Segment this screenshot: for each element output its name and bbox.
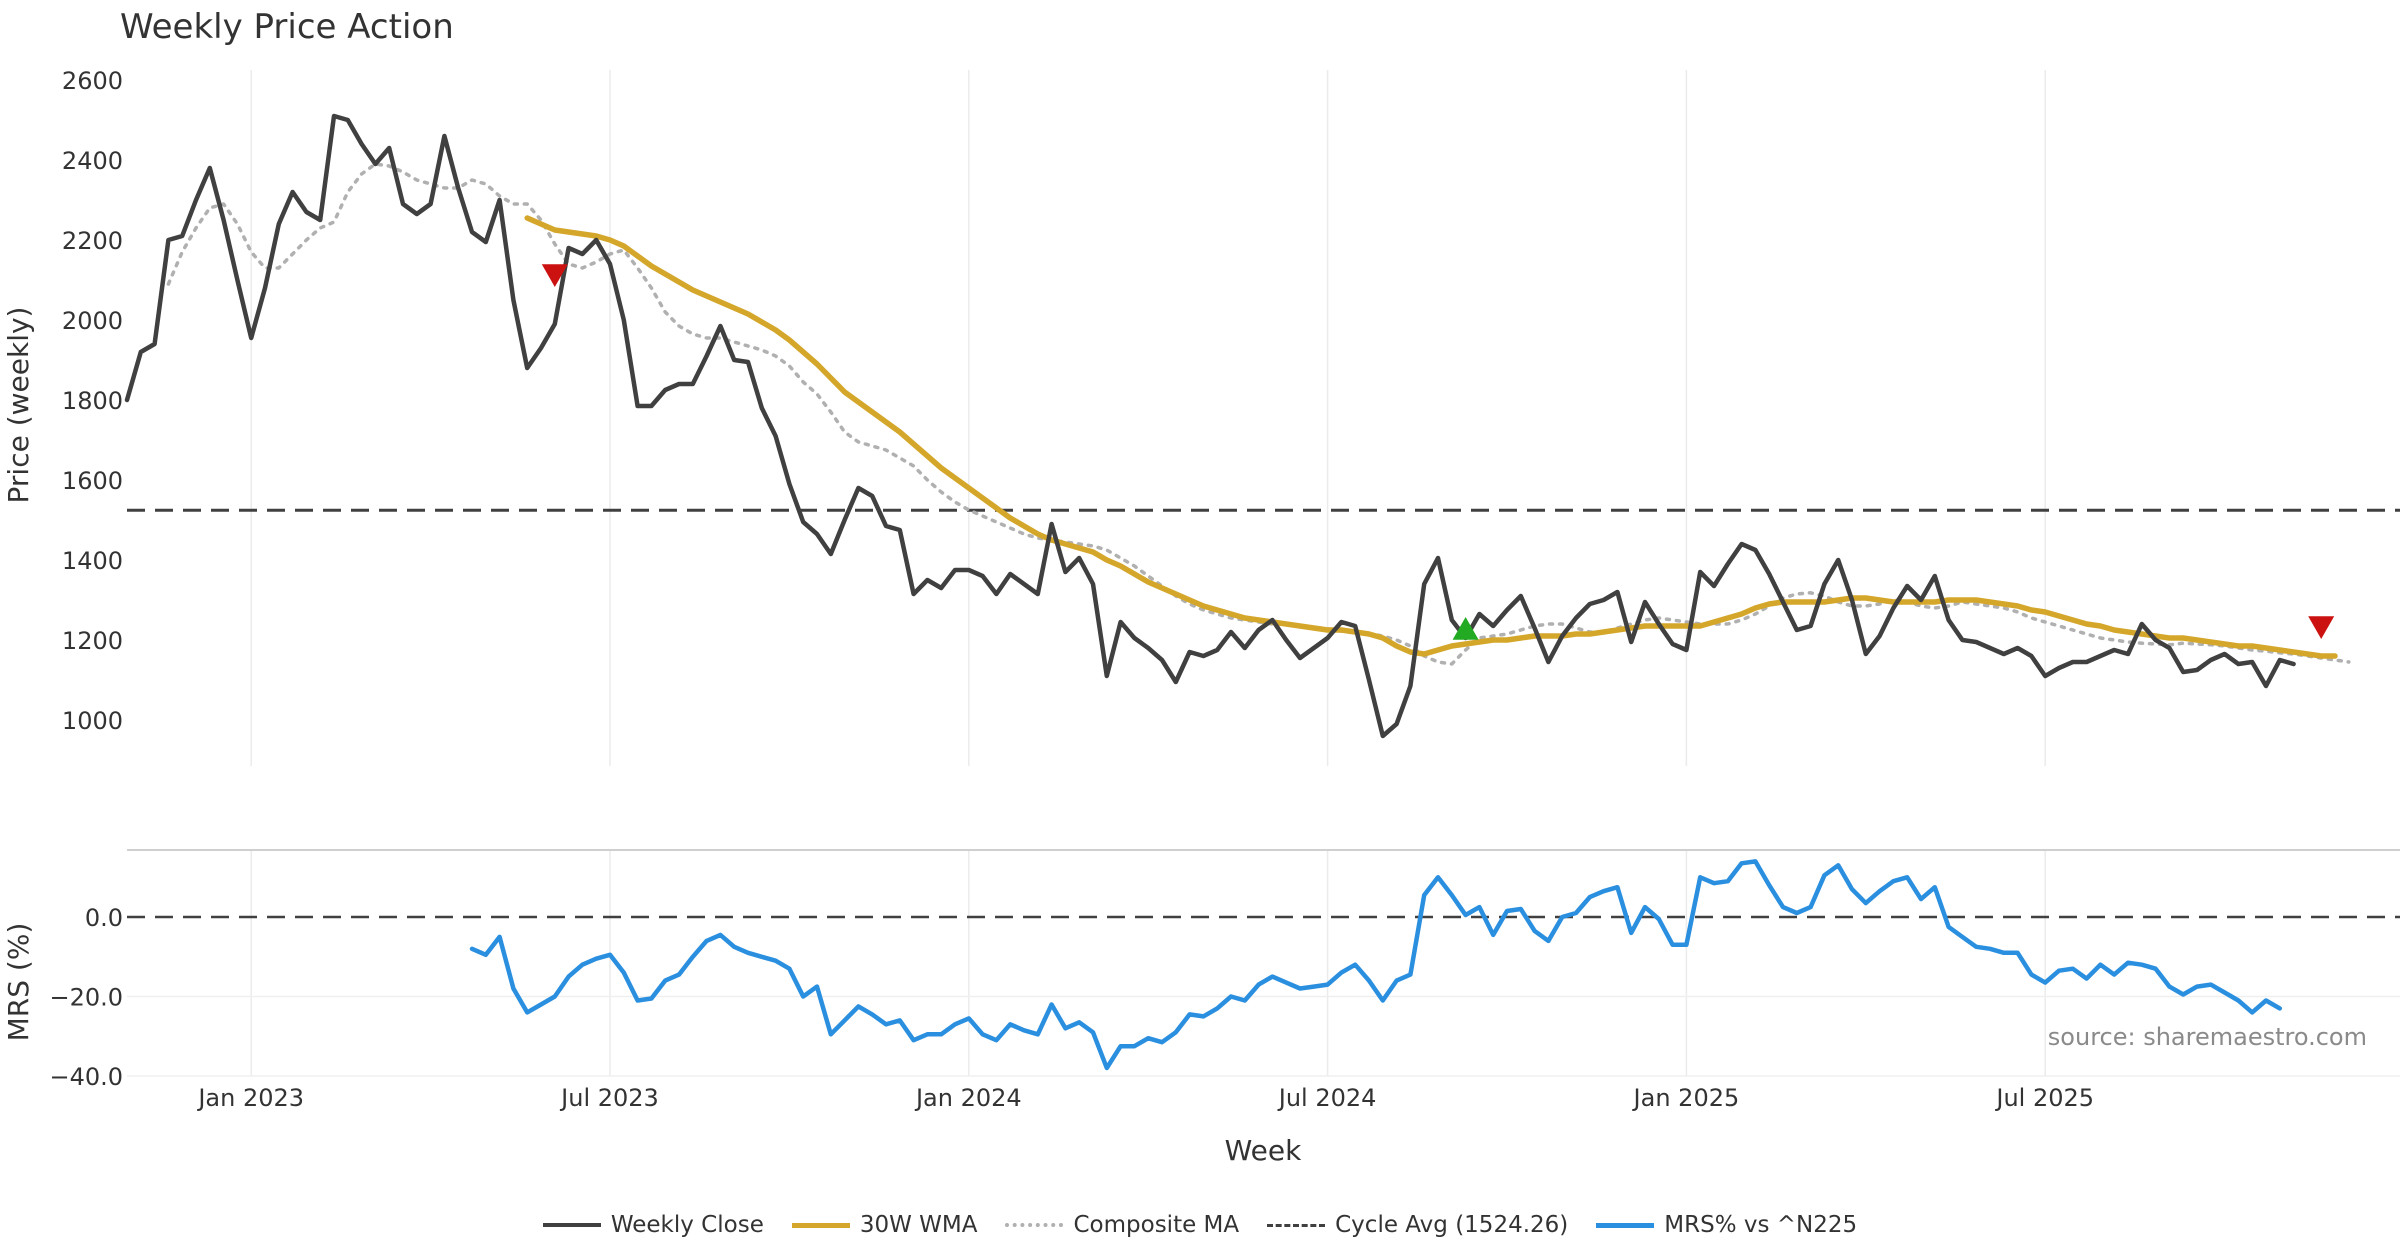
chart-title: Weekly Price Action xyxy=(120,7,454,47)
price-y-tick-2400: 2400 xyxy=(62,147,123,175)
mrs-y-axis-label: MRS (%) xyxy=(2,923,35,1042)
series-composite-ma xyxy=(166,162,2351,666)
mrs-y-tick-0: 0.0 xyxy=(85,904,123,932)
price-y-tick-2000: 2000 xyxy=(62,307,123,335)
sell-signal-marker-2 xyxy=(2308,616,2335,639)
legend-item-weekly-close: Weekly Close xyxy=(542,1212,764,1238)
price-y-tick-1800: 1800 xyxy=(62,387,123,415)
source-annotation: source: sharemaestro.com xyxy=(2048,1023,2367,1051)
legend-swatch-mrs xyxy=(1596,1222,1655,1228)
series-30w-wma xyxy=(524,215,2338,659)
legend: Weekly Close 30W WMA Composite MA Cycle … xyxy=(0,1212,2400,1238)
price-y-tick-1200: 1200 xyxy=(62,627,123,655)
mrs-y-tick-2: −40.0 xyxy=(49,1063,123,1091)
legend-swatch-30w-wma xyxy=(791,1222,850,1228)
x-tick-0: Jan 2023 xyxy=(196,1084,304,1112)
x-tick-5: Jul 2025 xyxy=(1994,1084,2094,1112)
price-y-tick-1000: 1000 xyxy=(62,707,123,735)
price-y-tick-1400: 1400 xyxy=(62,547,123,575)
price-y-tick-2200: 2200 xyxy=(62,227,123,255)
legend-swatch-composite-ma xyxy=(1005,1223,1064,1227)
x-tick-1: Jul 2023 xyxy=(559,1084,659,1112)
legend-item-mrs: MRS% vs ^N225 xyxy=(1596,1212,1857,1238)
legend-label-mrs: MRS% vs ^N225 xyxy=(1664,1212,1858,1238)
price-panel: 2600 2400 2200 2000 1800 1600 1400 1200 1000 xyxy=(62,67,2400,766)
x-tick-4: Jan 2025 xyxy=(1632,1084,1740,1112)
legend-label-cycle-avg: Cycle Avg (1524.26) xyxy=(1335,1212,1569,1238)
legend-item-30w-wma: 30W WMA xyxy=(791,1212,978,1238)
price-y-axis-label: Price (weekly) xyxy=(2,307,35,504)
price-y-tick-2600: 2600 xyxy=(62,67,123,95)
buy-signal-marker-1 xyxy=(1452,617,1479,640)
sell-signal-marker-0 xyxy=(541,264,568,287)
mrs-panel: 0.0 −20.0 −40.0 Jan 2023 Jul 2023 Jan 2024 Jul… xyxy=(49,849,2400,1112)
legend-label-weekly-close: Weekly Close xyxy=(610,1212,764,1238)
series-mrs-vs-n225 xyxy=(469,859,2283,1071)
x-tick-3: Jul 2024 xyxy=(1277,1084,1377,1112)
mrs-y-tick-1: −20.0 xyxy=(49,984,123,1012)
legend-label-composite-ma: Composite MA xyxy=(1073,1212,1240,1238)
series-weekly-close xyxy=(124,113,2296,739)
legend-item-cycle-avg: Cycle Avg (1524.26) xyxy=(1267,1212,1568,1238)
legend-item-composite-ma: Composite MA xyxy=(1005,1212,1239,1238)
legend-swatch-weekly-close xyxy=(542,1223,601,1227)
legend-swatch-cycle-avg xyxy=(1267,1223,1326,1227)
x-tick-2: Jan 2024 xyxy=(914,1084,1022,1112)
x-axis-label: Week xyxy=(1225,1134,1302,1167)
price-y-tick-1600: 1600 xyxy=(62,467,123,495)
legend-label-30w-wma: 30W WMA xyxy=(859,1212,978,1238)
